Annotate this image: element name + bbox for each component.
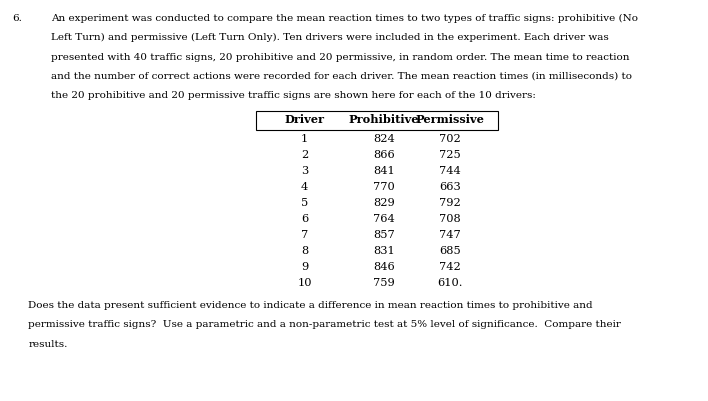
Text: 663: 663: [440, 182, 461, 192]
Text: 10: 10: [297, 278, 312, 288]
Text: 829: 829: [373, 198, 394, 208]
Text: 759: 759: [373, 278, 394, 288]
Text: 841: 841: [373, 166, 394, 176]
Text: 764: 764: [373, 214, 394, 224]
Text: 6: 6: [301, 214, 308, 224]
Text: 2: 2: [301, 150, 308, 160]
Text: 725: 725: [440, 150, 461, 160]
Text: presented with 40 traffic signs, 20 prohibitive and 20 permissive, in random ord: presented with 40 traffic signs, 20 proh…: [51, 53, 629, 61]
Text: 9: 9: [301, 262, 308, 272]
Text: 742: 742: [440, 262, 461, 272]
Text: the 20 prohibitive and 20 permissive traffic signs are shown here for each of th: the 20 prohibitive and 20 permissive tra…: [51, 91, 536, 100]
Text: 708: 708: [440, 214, 461, 224]
Text: 6.: 6.: [13, 14, 23, 23]
Text: Driver: Driver: [285, 114, 324, 125]
Text: 4: 4: [301, 182, 308, 192]
Text: An experiment was conducted to compare the mean reaction times to two types of t: An experiment was conducted to compare t…: [51, 14, 638, 23]
Text: and the number of correct actions were recorded for each driver. The mean reacti: and the number of correct actions were r…: [51, 72, 632, 81]
Text: 8: 8: [301, 246, 308, 256]
Bar: [256, 111, 498, 130]
Text: 5: 5: [301, 198, 308, 208]
Text: 610.: 610.: [438, 278, 463, 288]
Text: permissive traffic signs?  Use a parametric and a non-parametric test at 5% leve: permissive traffic signs? Use a parametr…: [28, 320, 621, 329]
Text: 857: 857: [373, 230, 394, 240]
Text: Permissive: Permissive: [416, 114, 485, 125]
Text: 866: 866: [373, 150, 394, 160]
Text: 744: 744: [440, 166, 461, 176]
Text: results.: results.: [28, 340, 68, 348]
Text: 3: 3: [301, 166, 308, 176]
Text: Prohibitive: Prohibitive: [348, 114, 419, 125]
Text: 831: 831: [373, 246, 394, 256]
Text: 685: 685: [440, 246, 461, 256]
Text: 792: 792: [440, 198, 461, 208]
Text: 702: 702: [440, 134, 461, 144]
Text: 824: 824: [373, 134, 394, 144]
Text: 1: 1: [301, 134, 308, 144]
Text: 846: 846: [373, 262, 394, 272]
Text: Left Turn) and permissive (Left Turn Only). Ten drivers were included in the exp: Left Turn) and permissive (Left Turn Onl…: [51, 33, 609, 43]
Text: Does the data present sufficient evidence to indicate a difference in mean react: Does the data present sufficient evidenc…: [28, 301, 593, 310]
Text: 770: 770: [373, 182, 394, 192]
Text: 747: 747: [440, 230, 461, 240]
Text: 7: 7: [301, 230, 308, 240]
